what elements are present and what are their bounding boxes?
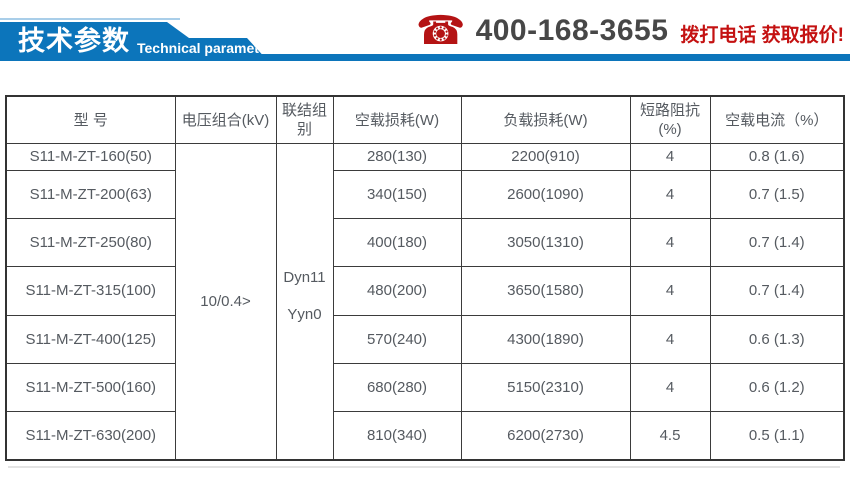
section-title-en: Technical parameter xyxy=(137,39,273,56)
load-loss-cell: 2600(1090) xyxy=(460,169,631,219)
col-header-connection: 联结组 别 xyxy=(275,95,334,144)
telephone-icon: ☎ xyxy=(415,9,466,53)
section-banner: 技术参数 Technical parameter xyxy=(0,22,268,61)
parameter-table: 型 号 电压组合(kV) 联结组 别 空载损耗(W) 负载损耗(W) 短路阻抗 … xyxy=(5,95,845,461)
model-cell: S11-M-ZT-160(50) xyxy=(5,142,176,171)
no-load-loss-cell: 570(240) xyxy=(332,314,462,364)
call-cta-text: 拨打电话 获取报价! xyxy=(680,24,844,46)
col-header-load-loss: 负载损耗(W) xyxy=(460,95,631,144)
parameter-table-wrapper: 型 号 电压组合(kV) 联结组 别 空载损耗(W) 负载损耗(W) 短路阻抗 … xyxy=(5,95,845,461)
load-loss-cell: 5150(2310) xyxy=(460,362,631,412)
section-title-zh: 技术参数 xyxy=(18,26,130,56)
no-load-loss-cell: 400(180) xyxy=(332,217,462,267)
table-header-row: 型 号 电压组合(kV) 联结组 别 空载损耗(W) 负载损耗(W) 短路阻抗 … xyxy=(5,95,845,144)
load-loss-cell: 3050(1310) xyxy=(460,217,631,267)
col-header-impedance-line2: (%) xyxy=(658,120,682,138)
table-row: S11-M-ZT-315(100) 480(200) 3650(1580) 4 … xyxy=(5,265,845,316)
load-loss-cell: 4300(1890) xyxy=(460,314,631,364)
table-row: S11-M-ZT-630(200) 810(340) 6200(2730) 4.… xyxy=(5,410,845,461)
impedance-cell: 4 xyxy=(629,217,711,267)
table-bottom-shadow xyxy=(8,466,840,468)
connection-group-1: Dyn11 xyxy=(283,268,326,286)
no-load-loss-cell: 680(280) xyxy=(332,362,462,412)
banner-accent-line xyxy=(0,18,180,20)
impedance-cell: 4 xyxy=(629,169,711,219)
no-load-current-cell: 0.7 (1.4) xyxy=(709,217,845,267)
load-loss-cell: 3650(1580) xyxy=(460,265,631,316)
table-row: S11-M-ZT-500(160) 680(280) 5150(2310) 4 … xyxy=(5,362,845,412)
model-cell: S11-M-ZT-630(200) xyxy=(5,410,176,461)
no-load-loss-cell: 280(130) xyxy=(332,142,462,171)
model-cell: S11-M-ZT-250(80) xyxy=(5,217,176,267)
model-cell: S11-M-ZT-200(63) xyxy=(5,169,176,219)
no-load-current-cell: 0.6 (1.2) xyxy=(709,362,845,412)
impedance-cell: 4 xyxy=(629,142,711,171)
no-load-current-cell: 0.6 (1.3) xyxy=(709,314,845,364)
voltage-combination-cell: 10/0.4> xyxy=(174,142,277,461)
model-cell: S11-M-ZT-500(160) xyxy=(5,362,176,412)
load-loss-cell: 2200(910) xyxy=(460,142,631,171)
impedance-cell: 4.5 xyxy=(629,410,711,461)
no-load-loss-cell: 340(150) xyxy=(332,169,462,219)
col-header-no-load-loss: 空载损耗(W) xyxy=(332,95,462,144)
connection-group-2: Yyn0 xyxy=(287,305,322,323)
col-header-no-load-current: 空载电流（%） xyxy=(709,95,845,144)
col-header-connection-line2: 别 xyxy=(296,120,312,138)
col-header-model: 型 号 xyxy=(5,95,176,144)
col-header-impedance-line1: 短路阻抗 xyxy=(639,101,700,119)
phone-number: 400-168-3655 xyxy=(475,14,669,47)
no-load-current-cell: 0.5 (1.1) xyxy=(709,410,845,461)
header-divider-bar xyxy=(0,54,850,61)
no-load-current-cell: 0.7 (1.5) xyxy=(709,169,845,219)
load-loss-cell: 6200(2730) xyxy=(460,410,631,461)
table-row: S11-M-ZT-160(50) 10/0.4> Dyn11 Yyn0 280(… xyxy=(5,142,845,461)
impedance-cell: 4 xyxy=(629,362,711,412)
no-load-loss-cell: 480(200) xyxy=(332,265,462,316)
no-load-current-cell: 0.7 (1.4) xyxy=(709,265,845,316)
table-row: S11-M-ZT-200(63) 340(150) 2600(1090) 4 0… xyxy=(5,169,845,219)
connection-group-cell: Dyn11 Yyn0 xyxy=(275,142,334,461)
no-load-loss-cell: 810(340) xyxy=(332,410,462,461)
col-header-impedance: 短路阻抗 (%) xyxy=(629,95,711,144)
no-load-current-cell: 0.8 (1.6) xyxy=(709,142,845,171)
model-cell: S11-M-ZT-315(100) xyxy=(5,265,176,316)
col-header-voltage: 电压组合(kV) xyxy=(174,95,277,144)
impedance-cell: 4 xyxy=(629,265,711,316)
model-cell: S11-M-ZT-400(125) xyxy=(5,314,176,364)
phone-banner: ☎ 400-168-3655 拨打电话 获取报价! xyxy=(416,8,844,54)
table-row: S11-M-ZT-250(80) 400(180) 3050(1310) 4 0… xyxy=(5,217,845,267)
impedance-cell: 4 xyxy=(629,314,711,364)
table-row: S11-M-ZT-400(125) 570(240) 4300(1890) 4 … xyxy=(5,314,845,364)
col-header-connection-line1: 联结组 xyxy=(281,101,327,119)
